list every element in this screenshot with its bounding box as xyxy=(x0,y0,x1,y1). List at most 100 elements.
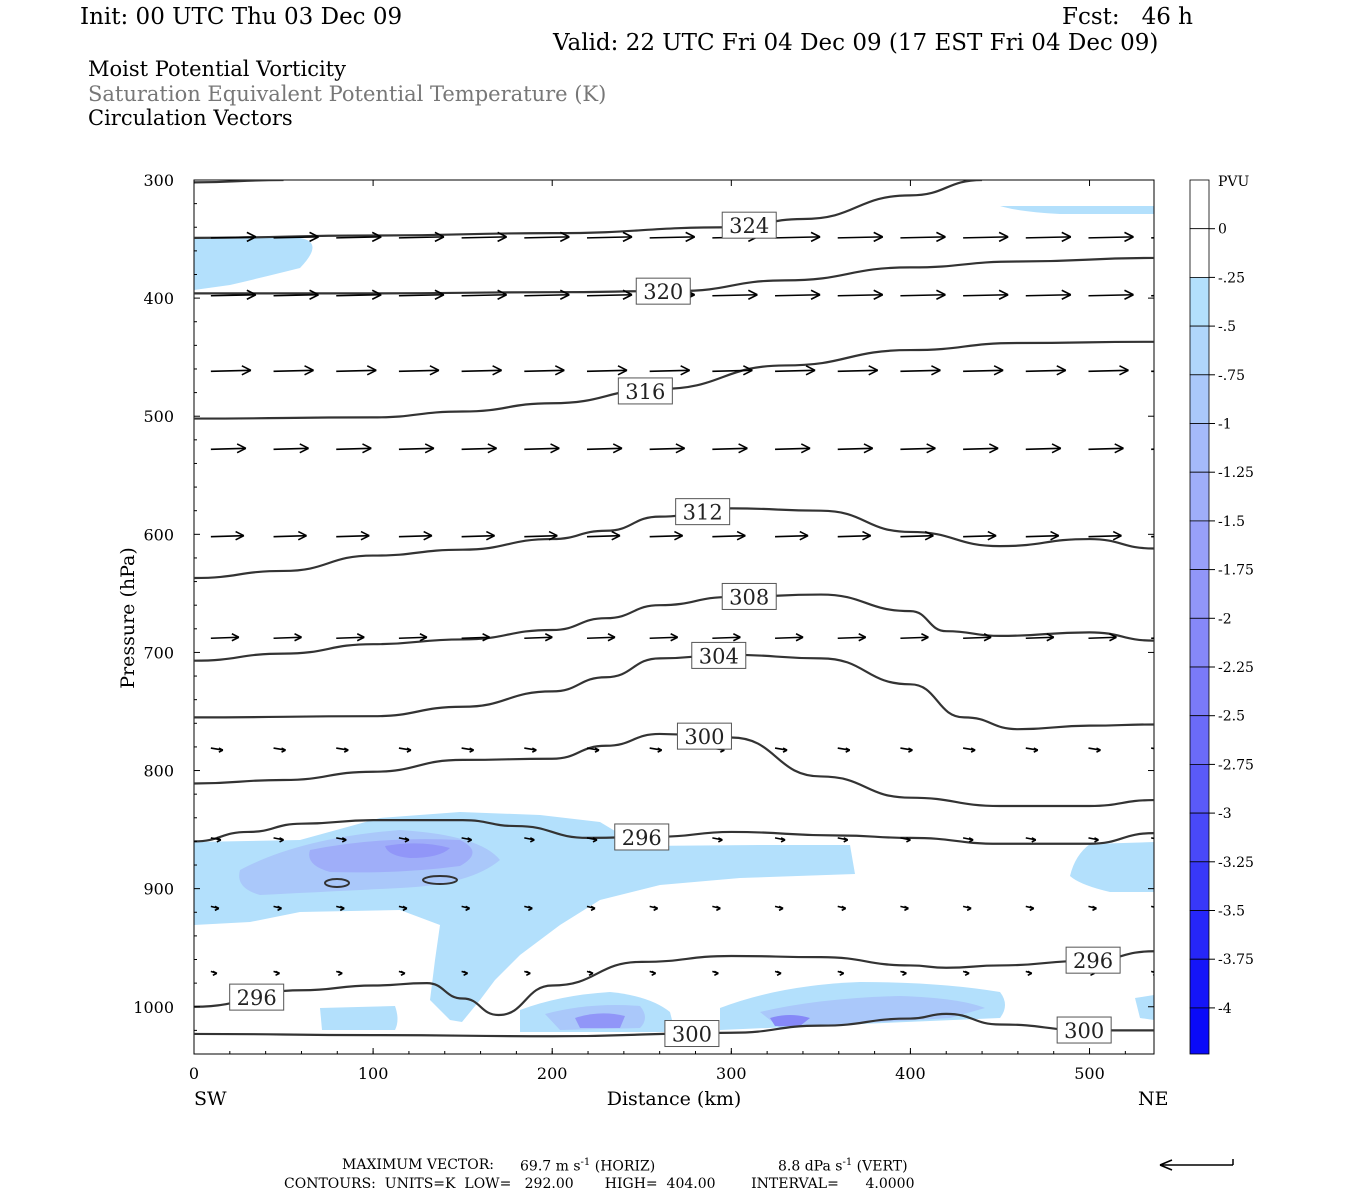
circulation-vector xyxy=(900,289,946,300)
circulation-vector xyxy=(210,289,257,300)
circulation-vector xyxy=(524,231,570,243)
circulation-vector xyxy=(900,905,909,912)
circulation-vector xyxy=(837,530,872,541)
circulation-vector xyxy=(1150,905,1154,908)
circulation-vector xyxy=(273,365,314,376)
colorbar-swatch xyxy=(1189,520,1210,571)
svg-text:316: 316 xyxy=(625,380,665,404)
pv-shade-low-core-3 xyxy=(385,843,450,858)
title-line-2: Saturation Equivalent Potential Temperat… xyxy=(88,82,607,106)
circulation-vector xyxy=(273,289,319,300)
contour-label: 300 xyxy=(1056,1016,1112,1044)
y-tick-label: 1000 xyxy=(133,998,174,1017)
contour-line-324 xyxy=(194,180,983,239)
circulation-vector xyxy=(775,530,809,541)
svg-text:320: 320 xyxy=(643,280,683,304)
circulation-vector xyxy=(398,970,406,977)
contour-line-296 xyxy=(194,950,1154,1017)
colorbar-label: -1.75 xyxy=(1218,563,1254,579)
circulation-vector xyxy=(524,970,531,977)
contour-label: 300 xyxy=(664,1020,720,1048)
colorbar-swatch xyxy=(1189,423,1210,473)
circulation-vector xyxy=(1088,747,1101,753)
circulation-vector xyxy=(1088,905,1097,912)
x-end-label-sw: SW xyxy=(194,1088,227,1110)
circulation-vector xyxy=(963,530,997,541)
circulation-vector xyxy=(837,365,879,376)
circulation-vector xyxy=(900,633,929,642)
circulation-vector xyxy=(649,970,657,977)
svg-text:296: 296 xyxy=(1073,949,1113,973)
pv-shade-surface-mid-deep xyxy=(575,1013,625,1028)
circulation-vector xyxy=(712,837,723,843)
circulation-vector xyxy=(210,443,247,454)
circulation-vector xyxy=(398,289,445,300)
y-tick-label: 700 xyxy=(143,643,174,662)
circulation-vector xyxy=(524,837,535,843)
y-tick-label: 800 xyxy=(143,762,174,781)
circulation-vector xyxy=(336,365,377,376)
colorbar-label: -4 xyxy=(1218,1001,1232,1017)
colorbar-swatch xyxy=(1189,861,1210,911)
circulation-vector xyxy=(273,747,286,753)
y-tick-label: 300 xyxy=(143,171,174,190)
colorbar-swatch xyxy=(1189,617,1210,668)
circulation-vector xyxy=(1151,237,1154,239)
circulation-vector xyxy=(461,747,474,753)
circulation-vector xyxy=(524,443,560,454)
circulation-vector xyxy=(461,970,468,977)
circulation-vector xyxy=(900,837,911,843)
circulation-vector xyxy=(775,633,804,642)
circulation-vector xyxy=(712,530,746,541)
circulation-vector xyxy=(649,365,691,376)
plot-frame xyxy=(193,179,1155,1055)
colorbar-swatch xyxy=(1189,179,1210,230)
x-tick-label: 300 xyxy=(716,1064,747,1083)
circulation-vector xyxy=(524,905,533,912)
contour-line-304 xyxy=(194,653,1154,731)
circulation-vector xyxy=(837,289,884,300)
colorbar-swatch xyxy=(1189,374,1210,424)
contour-labels: 324 320 316 312 308 304 300 296 296 296 300 300 xyxy=(229,211,1121,1048)
colorbar-label: -.5 xyxy=(1218,319,1236,335)
circulation-vector xyxy=(1025,970,1033,977)
circulation-vector xyxy=(398,633,428,642)
circulation-vector xyxy=(210,970,218,977)
colorbar-swatch xyxy=(1189,228,1210,278)
colorbar-label: -3.25 xyxy=(1218,855,1254,871)
circulation-vector xyxy=(837,837,849,843)
colorbar-swatch xyxy=(1189,569,1210,619)
colorbar-label: -2.75 xyxy=(1218,757,1254,773)
y-tick-label: 900 xyxy=(143,880,174,899)
circulation-vector xyxy=(336,443,372,454)
theta-e-contours xyxy=(194,180,1154,1038)
pv-shade-right xyxy=(1070,842,1154,892)
circulation-vector xyxy=(524,365,565,376)
circulation-vector xyxy=(1088,530,1122,541)
circulation-vector xyxy=(524,530,558,541)
svg-text:300: 300 xyxy=(672,1023,712,1047)
contour-line-316 xyxy=(194,340,1154,420)
circulation-vector xyxy=(1088,837,1099,843)
x-tick-label: 100 xyxy=(358,1064,389,1083)
contour-line-312 xyxy=(194,507,1154,580)
circulation-vector xyxy=(1088,231,1134,243)
colorbar-label: -1.25 xyxy=(1218,465,1254,481)
circulation-vector xyxy=(775,365,816,376)
colorbar-title: PVU xyxy=(1218,174,1250,190)
colorbar-swatch xyxy=(1189,715,1210,765)
circulation-vector xyxy=(461,530,495,541)
circulation-vector xyxy=(649,530,684,541)
circulation-vector xyxy=(649,747,663,753)
circulation-vector xyxy=(586,905,596,912)
circulation-vector xyxy=(774,970,782,977)
circulation-vector xyxy=(398,747,412,753)
circulation-vector xyxy=(962,970,970,977)
circulation-vector xyxy=(586,633,616,642)
colorbar-swatch xyxy=(1189,764,1210,814)
circulation-vector xyxy=(837,970,845,977)
circulation-vector xyxy=(524,633,553,642)
pv-shade-top-right xyxy=(1000,206,1154,214)
contour-label: 308 xyxy=(721,582,777,610)
